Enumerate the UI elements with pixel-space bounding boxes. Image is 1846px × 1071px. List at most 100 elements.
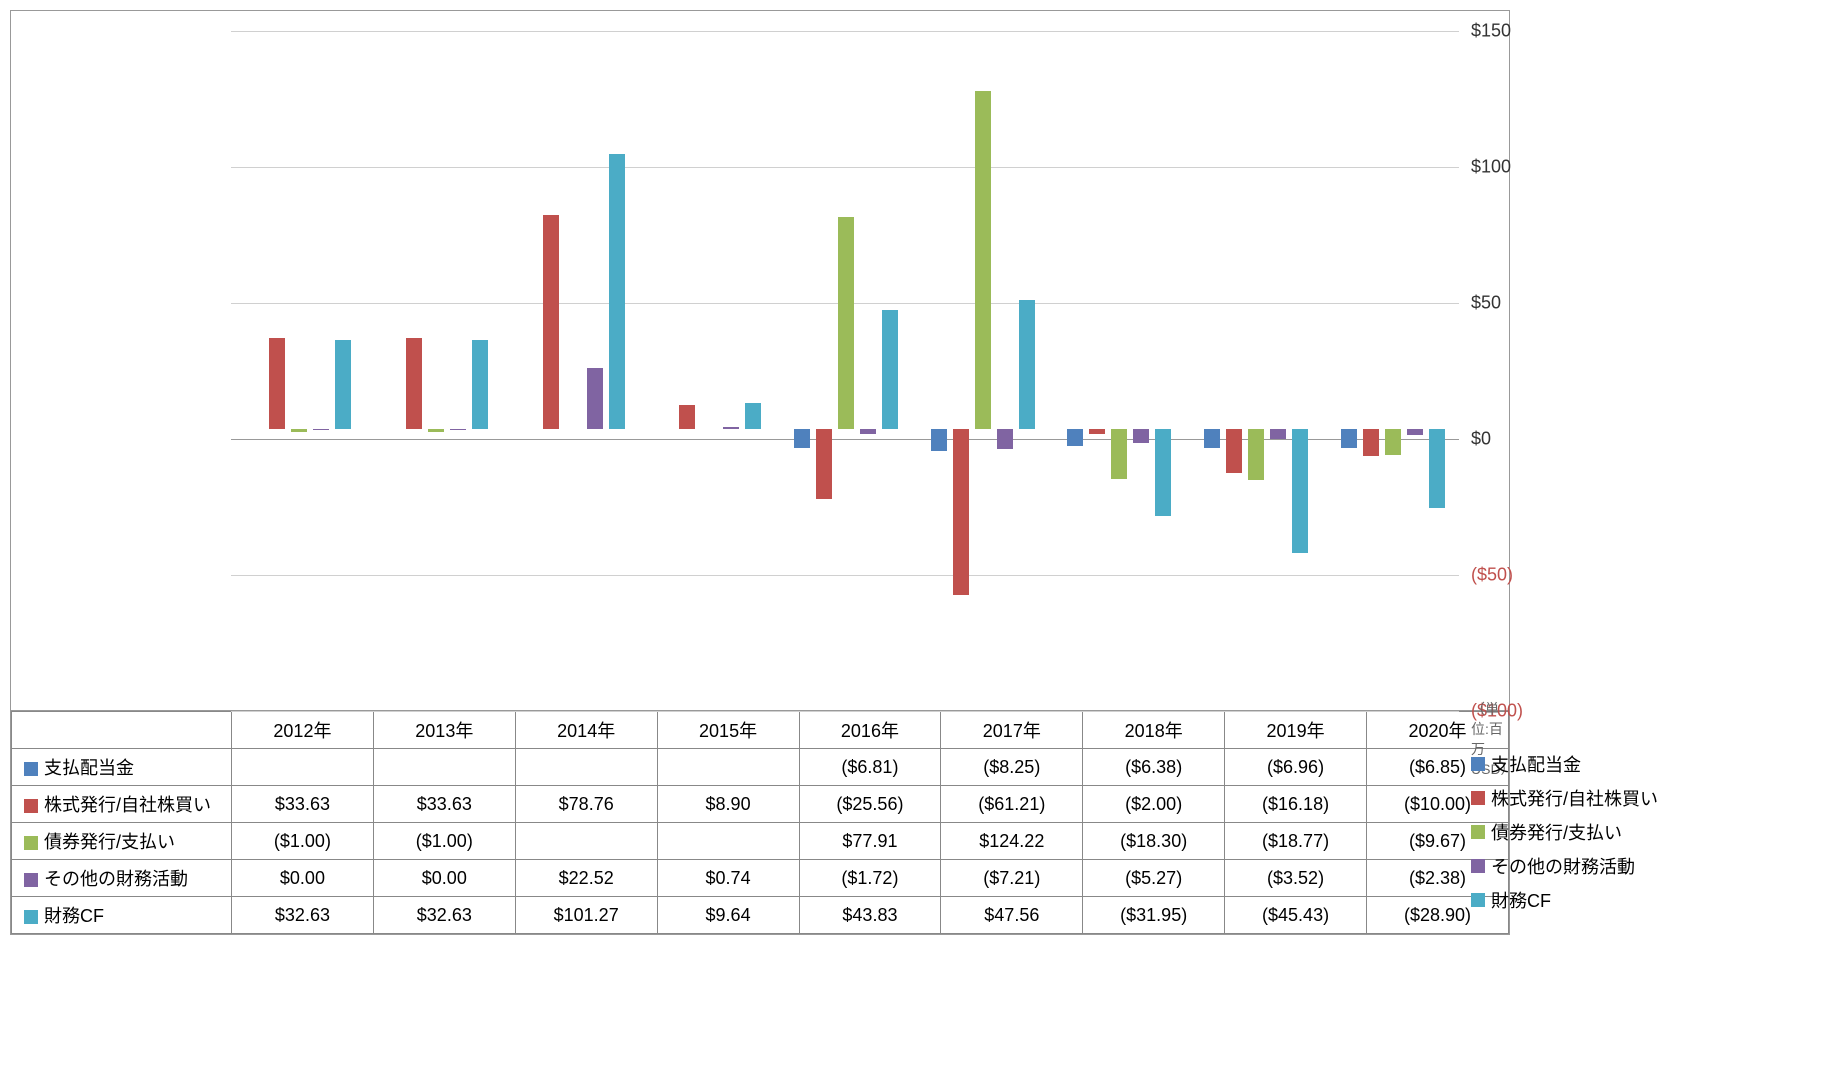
legend-label: 債券発行/支払い <box>1491 819 1622 845</box>
legend-item: 支払配当金 <box>1471 746 1811 780</box>
legend-swatch <box>24 799 38 813</box>
legend-swatch <box>24 910 38 924</box>
legend-item: 財務CF <box>1471 882 1811 916</box>
bar <box>543 215 559 429</box>
table-cell: $43.83 <box>799 897 941 934</box>
table-col-header: 2014年 <box>515 712 657 749</box>
table-cell: $32.63 <box>373 897 515 934</box>
table-cell: ($16.18) <box>1225 786 1367 823</box>
bar <box>1133 429 1149 443</box>
bar <box>745 403 761 429</box>
chart-plot-area: ($100)($50)$0$50$100$150 （単位:百万USD） <box>11 11 1509 711</box>
bar <box>1270 429 1286 439</box>
table-cell <box>515 749 657 786</box>
table-cell: ($61.21) <box>941 786 1083 823</box>
table-col-header: 2013年 <box>373 712 515 749</box>
bar <box>1019 300 1035 429</box>
bar <box>882 310 898 429</box>
table-cell: $0.00 <box>373 860 515 897</box>
bar <box>1111 429 1127 479</box>
table-row-label: その他の財務活動 <box>12 860 232 897</box>
table-row: 財務CF$32.63$32.63$101.27$9.64$43.83$47.56… <box>12 897 1509 934</box>
bar <box>1226 429 1242 473</box>
bar <box>931 429 947 451</box>
bar <box>428 429 444 432</box>
table-cell: $32.63 <box>232 897 374 934</box>
y-axis-label: $50 <box>1471 293 1501 314</box>
y-axis-label: $150 <box>1471 21 1511 42</box>
table-cell: ($6.81) <box>799 749 941 786</box>
table-cell: ($1.72) <box>799 860 941 897</box>
bar <box>1385 429 1401 455</box>
table-row-label: 支払配当金 <box>12 749 232 786</box>
legend-swatch <box>24 873 38 887</box>
bar <box>450 429 466 430</box>
legend-swatch <box>24 762 38 776</box>
bar <box>1407 429 1423 435</box>
table-cell: $0.74 <box>657 860 799 897</box>
table-cell: ($7.21) <box>941 860 1083 897</box>
table-cell <box>232 749 374 786</box>
bar <box>335 340 351 429</box>
bar <box>472 340 488 429</box>
table-cell: $78.76 <box>515 786 657 823</box>
table-cell <box>515 823 657 860</box>
legend-label: 支払配当金 <box>1491 751 1581 777</box>
table-col-header: 2012年 <box>232 712 374 749</box>
table-cell: ($8.25) <box>941 749 1083 786</box>
table-row-label: 財務CF <box>12 897 232 934</box>
table-cell: $47.56 <box>941 897 1083 934</box>
table-row: その他の財務活動$0.00$0.00$22.52$0.74($1.72)($7.… <box>12 860 1509 897</box>
legend-swatch <box>1471 791 1485 805</box>
series-name: 株式発行/自社株買い <box>44 795 211 815</box>
bar <box>1363 429 1379 456</box>
table-col-header: 2018年 <box>1083 712 1225 749</box>
table-cell <box>657 823 799 860</box>
table-col-header: 2017年 <box>941 712 1083 749</box>
bar <box>1089 429 1105 434</box>
legend-swatch <box>1471 825 1485 839</box>
gridline <box>231 167 1459 168</box>
y-axis-label: $100 <box>1471 157 1511 178</box>
bar <box>860 429 876 434</box>
table-cell: $9.64 <box>657 897 799 934</box>
bar <box>723 427 739 429</box>
table-col-header: 2015年 <box>657 712 799 749</box>
table-cell <box>373 749 515 786</box>
table-corner <box>12 712 232 749</box>
table-row: 株式発行/自社株買い$33.63$33.63$78.76$8.90($25.56… <box>12 786 1509 823</box>
chart-container: ($100)($50)$0$50$100$150 （単位:百万USD） 2012… <box>10 10 1510 935</box>
table-cell <box>657 749 799 786</box>
legend-label: 株式発行/自社株買い <box>1491 785 1658 811</box>
bar <box>679 405 695 429</box>
table-row: 債券発行/支払い($1.00)($1.00)$77.91$124.22($18.… <box>12 823 1509 860</box>
table-row-label: 株式発行/自社株買い <box>12 786 232 823</box>
table-cell: ($6.38) <box>1083 749 1225 786</box>
table-row-label: 債券発行/支払い <box>12 823 232 860</box>
bar <box>1429 429 1445 508</box>
table-col-header: 2016年 <box>799 712 941 749</box>
data-table: 2012年2013年2014年2015年2016年2017年2018年2019年… <box>11 711 1509 934</box>
bar <box>816 429 832 499</box>
legend-right: 支払配当金株式発行/自社株買い債券発行/支払いその他の財務活動財務CF <box>1471 746 1811 916</box>
table-cell: ($3.52) <box>1225 860 1367 897</box>
table-cell: $33.63 <box>373 786 515 823</box>
table-cell: ($1.00) <box>373 823 515 860</box>
gridline <box>231 31 1459 32</box>
table-row: 支払配当金($6.81)($8.25)($6.38)($6.96)($6.85) <box>12 749 1509 786</box>
series-name: 財務CF <box>44 906 104 926</box>
gridline <box>231 575 1459 576</box>
series-name: その他の財務活動 <box>44 869 188 889</box>
legend-swatch <box>1471 859 1485 873</box>
legend-swatch <box>1471 893 1485 907</box>
bar <box>609 154 625 429</box>
table-col-header: 2019年 <box>1225 712 1367 749</box>
legend-item: その他の財務活動 <box>1471 848 1811 882</box>
series-name: 支払配当金 <box>44 758 134 778</box>
legend-swatch <box>24 836 38 850</box>
bar <box>269 338 285 429</box>
bar <box>1155 429 1171 516</box>
table-cell: ($31.95) <box>1083 897 1225 934</box>
table-cell: $0.00 <box>232 860 374 897</box>
gridline <box>231 439 1459 440</box>
